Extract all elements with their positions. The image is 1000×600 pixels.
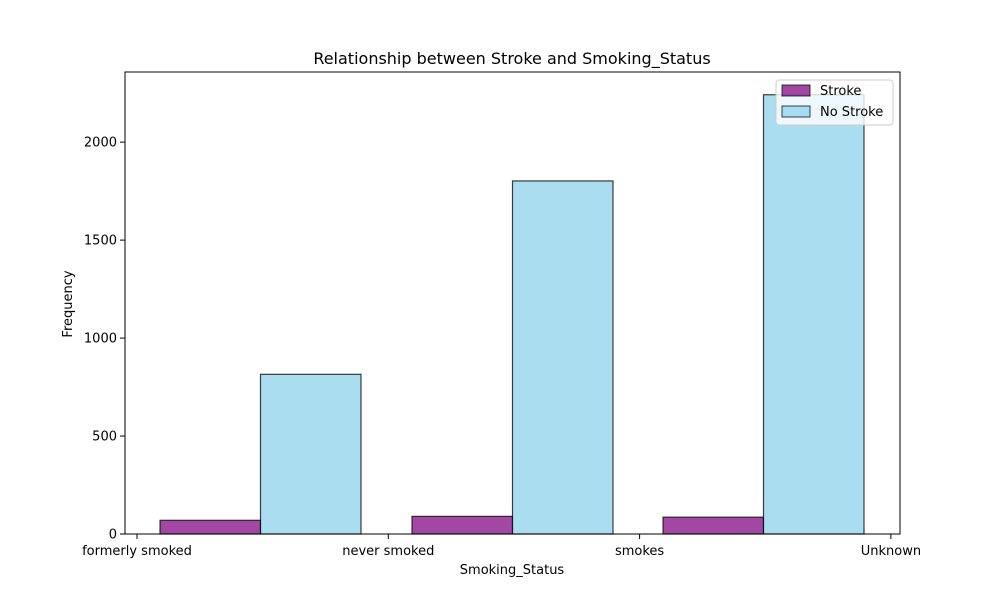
y-tick-label: 500 [92,430,117,445]
bar-stroke [159,519,262,535]
x-tick-label: Unknown [861,544,921,559]
x-axis: formerly smoked never smoked smokes Unknown [82,534,921,559]
x-tick-label: formerly smoked [82,544,192,559]
y-tick-label: 0 [109,528,117,543]
legend-swatch [781,84,811,97]
y-axis-label: Frequency [61,270,76,337]
legend: Stroke No Stroke [775,79,894,126]
x-tick-label: smokes [615,544,664,559]
bar-no-stroke [259,373,362,535]
bars-layer [159,94,865,535]
y-tick-label: 1500 [84,234,117,249]
chart-title: Relationship between Stroke and Smoking_… [313,49,710,69]
y-axis: 0 500 1000 1500 2000 [84,136,125,543]
x-tick-label: never smoked [342,544,434,559]
y-tick-label: 1000 [84,332,117,347]
legend-label: No Stroke [820,105,883,120]
bar-no-stroke [762,94,865,535]
legend-swatch [781,105,811,118]
bar-no-stroke [511,180,614,535]
plot-frame [124,71,901,535]
bar-stroke [411,515,514,535]
legend-label: Stroke [820,84,861,99]
y-tick-label: 2000 [84,136,117,151]
bar-stroke [662,516,765,535]
x-axis-label: Smoking_Status [460,563,565,578]
